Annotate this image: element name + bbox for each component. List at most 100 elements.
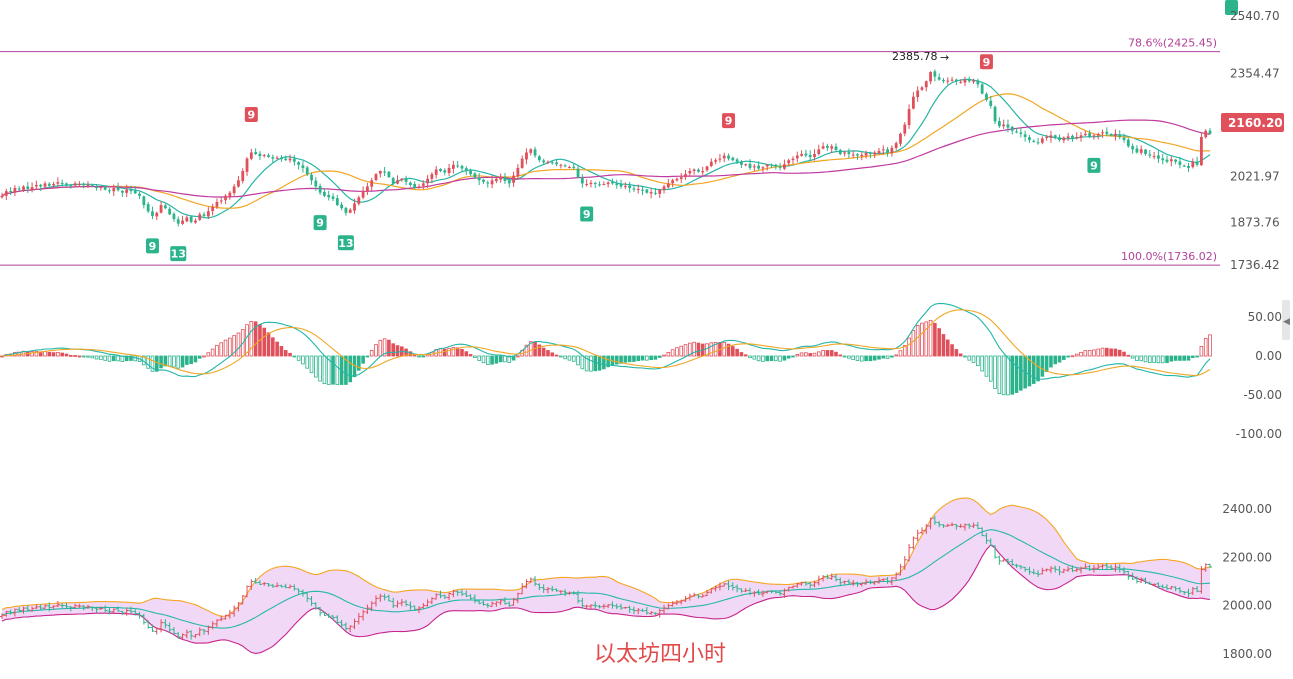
candle-body [1204,130,1208,138]
candle-body [482,179,485,182]
boll-upper-line [1,497,1211,617]
candle-body [391,178,395,184]
macd-histogram-bar [1049,355,1053,368]
candle-body [323,192,326,196]
macd-histogram-bar [997,355,1002,395]
candle-body [232,186,236,194]
macd-histogram-bar [77,355,82,358]
candle-body [52,184,55,186]
macd-histogram-bar [228,337,232,357]
candle-body [215,201,219,207]
macd-histogram-bar [1066,355,1070,358]
macd-histogram-bar [159,355,163,369]
candle-body [585,184,589,186]
macd-histogram-bar [1010,355,1015,395]
candle-body [658,189,662,194]
macd-histogram-bar [928,319,933,357]
candle-body [82,183,86,186]
macd-histogram-bar [1191,355,1195,358]
macd-histogram-bar [915,324,920,357]
macd-histogram-bar [580,355,585,370]
macd-histogram-bar [546,350,550,357]
macd-histogram-bar [1156,355,1161,364]
candle-body [1006,124,1010,128]
td-marker-label: 9 [583,208,591,221]
candle-body [942,79,945,82]
candle-body [546,161,550,163]
candle-body [490,180,494,185]
candles [0,69,1212,227]
candle-body [77,184,81,186]
candle-body [778,166,782,168]
macd-tick-label: -50.00 [1243,388,1282,402]
macd-histogram-bar [791,355,795,358]
macd-histogram-bar [812,352,817,357]
macd-histogram-bar [662,354,666,357]
macd-histogram-bar [1143,355,1148,363]
candle-body [572,166,576,168]
high-price-label: 2385.78 [892,50,938,63]
macd-histogram-bar [60,352,64,357]
candle-body [886,149,889,153]
macd-histogram-bar [1031,355,1036,384]
candle-body [138,193,141,196]
candle-body [1191,161,1195,168]
macd-histogram-bar [507,355,512,363]
macd-histogram-bar [99,355,103,360]
boll-lower-line [1,544,1211,654]
chevron-left-icon[interactable]: ◀ [1283,317,1290,327]
candle-body [168,208,172,215]
candle-body [146,204,150,212]
td-marker-label: 9 [1228,0,1236,3]
candle-body [662,186,666,190]
macd-histogram-bar [292,355,297,358]
side-panel-handle[interactable] [1282,300,1290,340]
candle-body [860,154,864,157]
td-marker-label: 13 [171,248,186,261]
candle-body [813,153,816,158]
macd-histogram-bar [821,350,825,357]
price-tick-label: 2354.47 [1230,67,1280,81]
candle-body [413,184,417,189]
macd-histogram-bar [245,324,249,357]
candle-body [868,153,872,155]
macd-histogram-bar [275,341,279,357]
high-annotation: 2385.78 → [892,50,949,64]
candle-body [387,171,391,178]
macd-histogram-bar [967,355,972,361]
candle-body [589,182,593,185]
candle-body [439,168,442,172]
candle-body [774,164,778,167]
candle-body [722,155,726,159]
macd-histogram-bar [541,347,546,357]
macd-histogram-bar [283,350,288,357]
candle-body [933,71,937,77]
macd-histogram-bar [537,344,542,357]
macd-histogram-bar [743,354,748,357]
candle-body [890,147,894,154]
macd-histogram-bar [1165,355,1169,364]
candle-body [69,185,73,187]
candle-body [335,198,339,206]
macd-histogram-bar [550,352,555,357]
candle-body [1088,133,1092,137]
macd-histogram-bar [748,355,752,359]
macd-histogram-bar [473,355,477,358]
candle-body [924,81,928,88]
candle-body [353,203,356,211]
candle-body [56,182,60,184]
candle-body [271,157,275,159]
macd-histogram-bar [1113,348,1118,357]
candle-body [937,77,941,80]
boll-band-fill [2,497,1210,654]
macd-histogram-bar [51,352,56,357]
candle-body [267,155,270,158]
last-price-tag: 2160.20 [1221,113,1284,132]
macd-histogram-bar [210,348,215,357]
last-price-value: 2160.20 [1228,116,1283,130]
macd-histogram-bar [30,351,34,357]
candle-body [602,184,606,186]
candle-body [1049,135,1053,138]
candle-body [396,180,399,184]
fibonacci-levels: 78.6%(2425.45) 100.0%(1736.02) [0,37,1220,266]
